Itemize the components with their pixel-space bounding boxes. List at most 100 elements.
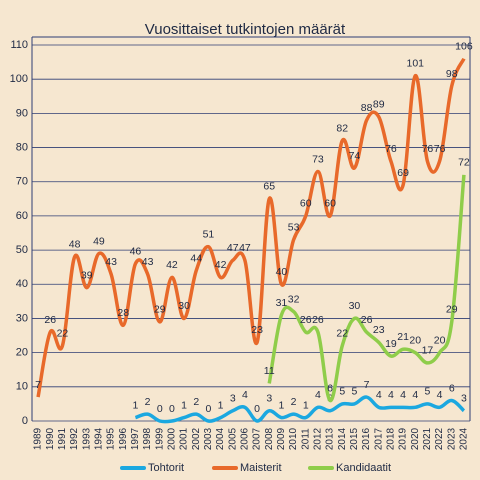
data-label: 19 [385, 338, 397, 350]
data-label: 106 [455, 40, 473, 52]
data-label: 98 [446, 68, 458, 80]
x-tick-label: 1992 [69, 427, 80, 450]
x-tick-label: 2009 [276, 427, 287, 450]
data-label: 101 [406, 58, 424, 70]
data-label: 20 [434, 334, 446, 346]
data-label: 73 [312, 153, 324, 165]
data-label: 1 [218, 399, 224, 411]
x-tick-label: 2024 [459, 427, 470, 450]
data-label: 82 [336, 122, 348, 134]
x-tick-label: 1990 [45, 427, 56, 450]
data-label: 49 [93, 235, 105, 247]
series-line [134, 395, 466, 424]
data-label: 51 [203, 228, 215, 240]
y-tick-label: 80 [16, 141, 28, 153]
data-label: 47 [239, 242, 251, 254]
data-label: 42 [166, 259, 178, 271]
data-label: 76 [422, 143, 434, 155]
data-label: 5 [424, 386, 430, 398]
data-label: 88 [361, 102, 373, 114]
data-label: 0 [254, 403, 260, 415]
legend-label: Maisterit [240, 462, 282, 474]
data-label: 5 [339, 386, 345, 398]
x-tick-label: 2005 [227, 427, 238, 450]
data-label: 5 [351, 386, 357, 398]
data-label: 74 [349, 150, 361, 162]
x-tick-label: 2014 [337, 427, 348, 450]
data-label: 23 [373, 324, 385, 336]
x-tick-label: 1994 [94, 427, 105, 450]
y-tick-label: 110 [10, 39, 28, 51]
data-label: 47 [227, 242, 239, 254]
data-label: 26 [300, 314, 312, 326]
data-label: 4 [376, 389, 382, 401]
x-tick-label: 1993 [81, 427, 92, 450]
x-tick-label: 1991 [57, 427, 68, 450]
data-label: 11 [264, 365, 275, 377]
x-tick-label: 2008 [264, 427, 275, 450]
x-tick-label: 2021 [422, 427, 433, 450]
x-tick-label: 2007 [252, 427, 263, 450]
data-label: 26 [361, 314, 373, 326]
x-tick-label: 2023 [446, 427, 457, 450]
data-label: 42 [215, 259, 227, 271]
data-label: 22 [336, 328, 348, 340]
legend-label: Kandidaatit [336, 462, 391, 474]
data-label: 46 [130, 246, 142, 258]
data-label: 1 [132, 399, 138, 411]
y-tick-label: 50 [16, 244, 28, 256]
x-tick-label: 2018 [386, 427, 397, 450]
series-line [36, 57, 466, 398]
x-tick-label: 2017 [373, 427, 384, 450]
data-label: 2 [291, 396, 297, 408]
data-label: 32 [288, 293, 300, 305]
data-label: 1 [181, 399, 187, 411]
x-tick-label: 1989 [33, 427, 44, 450]
data-label: 6 [449, 382, 455, 394]
data-label: 44 [190, 252, 202, 264]
data-label: 53 [288, 222, 300, 234]
data-label: 4 [242, 389, 248, 401]
data-label: 4 [437, 389, 443, 401]
data-label: 76 [385, 143, 397, 155]
data-label: 26 [44, 314, 56, 326]
x-tick-label: 1999 [154, 427, 165, 450]
data-label: 4 [400, 389, 406, 401]
data-label: 7 [35, 379, 41, 391]
x-tick-label: 1998 [142, 427, 153, 450]
x-tick-label: 2001 [179, 427, 190, 450]
data-label: 28 [117, 307, 129, 319]
x-tick-label: 2020 [410, 427, 421, 450]
x-tick-label: 2000 [167, 427, 178, 450]
x-tick-label: 2003 [203, 427, 214, 450]
data-label: 22 [57, 328, 69, 340]
y-tick-label: 20 [16, 347, 28, 359]
x-tick-label: 2006 [240, 427, 251, 450]
data-label: 6 [327, 382, 333, 394]
data-label: 30 [349, 300, 361, 312]
data-label: 29 [446, 304, 458, 316]
data-label: 69 [397, 167, 409, 179]
data-label: 3 [266, 393, 272, 405]
data-label: 7 [364, 379, 370, 391]
data-label: 30 [178, 300, 190, 312]
data-label: 0 [157, 403, 163, 415]
data-label: 40 [276, 266, 288, 278]
data-label: 76 [434, 143, 446, 155]
data-label: 3 [461, 393, 467, 405]
data-label: 26 [312, 314, 324, 326]
data-label: 4 [315, 389, 321, 401]
data-label: 1 [278, 399, 284, 411]
data-label: 21 [397, 331, 409, 343]
y-tick-label: 40 [16, 278, 28, 290]
x-tick-label: 2013 [325, 427, 336, 450]
chart-title: Vuosittaiset tutkintojen määrät [145, 21, 346, 38]
data-label: 65 [263, 181, 275, 193]
y-tick-label: 70 [16, 176, 28, 188]
data-label: 4 [388, 389, 394, 401]
data-label: 60 [300, 198, 312, 210]
y-tick-label: 0 [22, 415, 28, 427]
data-label: 23 [251, 324, 263, 336]
x-tick-label: 2010 [288, 427, 299, 450]
